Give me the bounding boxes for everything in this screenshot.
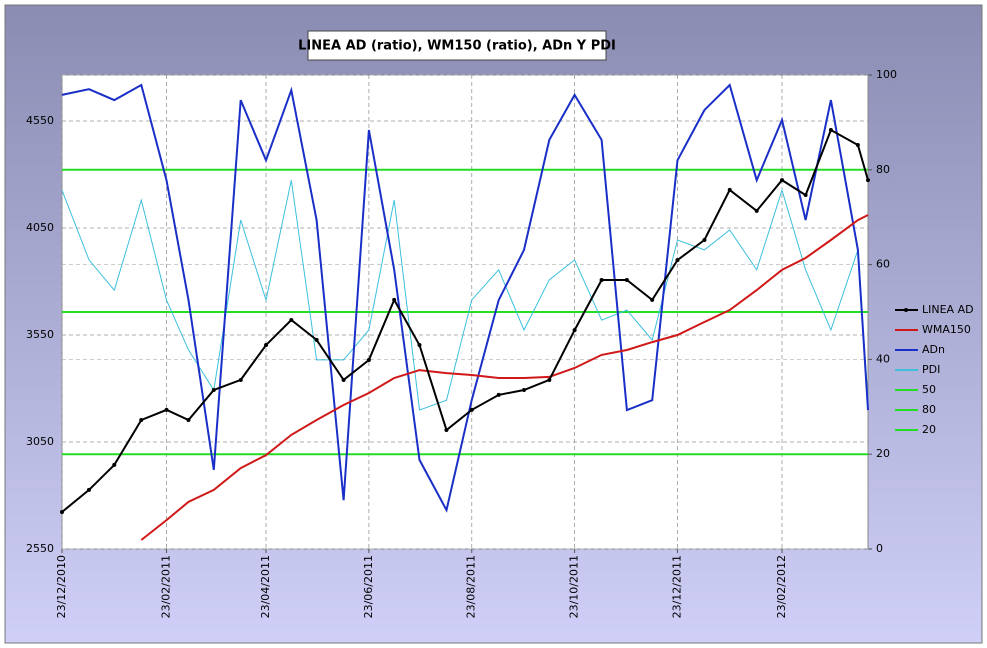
y-tick-label: 4550 [26, 114, 54, 127]
series-marker [366, 358, 371, 363]
x-tick-label: 23/02/2011 [160, 555, 173, 618]
series-marker [164, 407, 169, 412]
series-marker [754, 208, 759, 213]
series-marker [866, 178, 870, 183]
series-marker [392, 297, 397, 302]
y-tick-label: 3050 [26, 435, 54, 448]
legend-label: 20 [922, 423, 936, 436]
series-marker [341, 377, 346, 382]
y-tick-label: 3550 [26, 328, 54, 341]
series-marker [444, 428, 449, 433]
y2-tick-label: 60 [876, 258, 890, 271]
series-line [140, 214, 869, 541]
series-marker [702, 237, 707, 242]
legend-label: WMA150 [922, 323, 971, 336]
title-box [307, 30, 607, 61]
series-marker [727, 187, 732, 192]
y2-tick-label: 20 [876, 447, 890, 460]
series-marker [289, 318, 294, 323]
series-marker [780, 178, 785, 183]
series-marker [211, 388, 216, 393]
x-tick-label: 23/10/2011 [568, 555, 581, 618]
x-tick-label: 23/12/2011 [670, 555, 683, 618]
series-marker [314, 337, 319, 342]
legend-label: PDI [922, 363, 940, 376]
x-tick-label: 23/12/2010 [55, 555, 68, 618]
x-tick-label: 23/04/2011 [259, 555, 272, 618]
series-marker [60, 509, 64, 514]
x-tick-label: 23/02/2012 [775, 555, 788, 618]
series-marker [599, 278, 604, 283]
y-tick-label: 2550 [26, 542, 54, 555]
series-marker [139, 417, 144, 422]
x-tick-label: 23/06/2011 [362, 555, 375, 618]
series-marker [547, 377, 552, 382]
series-marker [675, 258, 680, 263]
series-marker [86, 487, 91, 492]
series-marker [186, 417, 191, 422]
y2-tick-label: 80 [876, 163, 890, 176]
legend-label: ADn [922, 343, 945, 356]
series-marker [522, 388, 527, 393]
series-marker [417, 343, 422, 348]
legend-label: 80 [922, 403, 936, 416]
y2-tick-label: 100 [876, 68, 897, 81]
series-marker [855, 142, 860, 147]
chart-title: LINEA AD (ratio), WM150 (ratio), ADn Y P… [298, 39, 616, 54]
legend-label: 50 [922, 383, 936, 396]
series-marker [469, 407, 474, 412]
y2-tick-label: 0 [876, 542, 883, 555]
y2-tick-label: 40 [876, 352, 890, 365]
series-line [61, 83, 869, 513]
y-tick-label: 4050 [26, 221, 54, 234]
series-marker [264, 343, 269, 348]
series-marker [803, 193, 808, 198]
legend-label: LINEA AD [922, 303, 974, 316]
series-marker [650, 297, 655, 302]
series-marker [496, 392, 501, 397]
series-marker [238, 377, 243, 382]
x-tick-label: 23/08/2011 [465, 555, 478, 618]
series-marker [572, 328, 577, 333]
legend-marker [904, 308, 908, 312]
series-marker [828, 127, 833, 132]
series-marker [624, 278, 629, 283]
series-marker [112, 462, 117, 467]
